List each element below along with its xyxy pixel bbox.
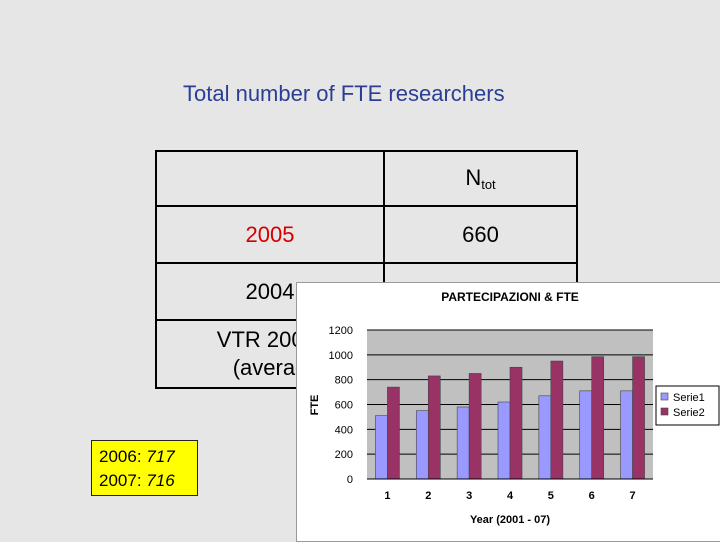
note-line: 2007: 716 [99,469,197,493]
y-tick-label: 800 [335,375,353,387]
table-cell-year: 2005 [155,205,385,264]
table-header-empty [155,150,385,207]
x-tick-label: 1 [384,490,390,502]
note-value: 716 [146,471,175,490]
bar-serie2 [387,386,400,480]
legend-label: Serie1 [673,392,705,404]
bar-serie2 [591,356,605,480]
note-line: 2006: 717 [99,445,197,469]
bar-serie2 [632,356,645,480]
ntot-subscript: tot [481,177,496,192]
y-tick-label: 1000 [329,350,353,362]
legend-label: Serie2 [673,407,705,419]
bar-serie2 [427,375,441,480]
bar-serie1 [456,406,470,480]
table-cell-year-line2: (averag [232,355,308,380]
table-cell-value: 660 [383,205,578,264]
ntot-label: N [465,165,482,190]
table-header-row: Ntot [155,150,578,207]
legend-swatch [660,407,669,416]
slide-title: Total number of FTE researchers [183,81,505,106]
bar-serie1 [538,395,552,480]
y-tick-label: 0 [347,474,353,486]
x-tick-label: 3 [466,490,472,502]
note-value: 717 [146,447,175,466]
bar-serie1 [497,401,511,480]
y-tick-label: 1200 [329,325,353,337]
bar-serie1 [375,415,388,480]
legend-box [655,385,720,426]
chart-title: PARTECIPAZIONI & FTE [441,290,579,304]
x-tick-label: 7 [630,490,636,502]
x-tick-label: 6 [589,490,595,502]
bar-serie1 [579,390,593,480]
bar-serie2 [509,366,523,480]
x-tick-label: 2 [425,490,431,502]
bar-chart: PARTECIPAZIONI & FTE 0 200 400 600 800 1000 120… [309,290,720,526]
note-year: 2007: [99,471,142,490]
note-box: 2006: 717 2007: 716 [91,440,198,496]
table-header-ntot: Ntot [383,150,578,207]
chart-panel: PARTECIPAZIONI & FTE 0 200 400 600 800 1000 120… [296,282,720,542]
note-year: 2006: [99,447,142,466]
bar-serie1 [620,390,633,480]
bar-serie2 [468,373,482,480]
y-tick-label: 600 [335,400,353,412]
y-tick-label: 400 [335,424,353,436]
x-tick-label: 4 [507,490,514,502]
bar-serie1 [415,410,429,480]
bar-serie2 [550,360,564,480]
table-row: 2005 660 [155,205,578,264]
y-axis-label: FTE [309,395,321,416]
legend-swatch [660,392,669,401]
x-tick-label: 5 [548,490,554,502]
x-axis-label: Year (2001 - 07) [470,514,550,526]
y-tick-label: 200 [335,449,353,461]
